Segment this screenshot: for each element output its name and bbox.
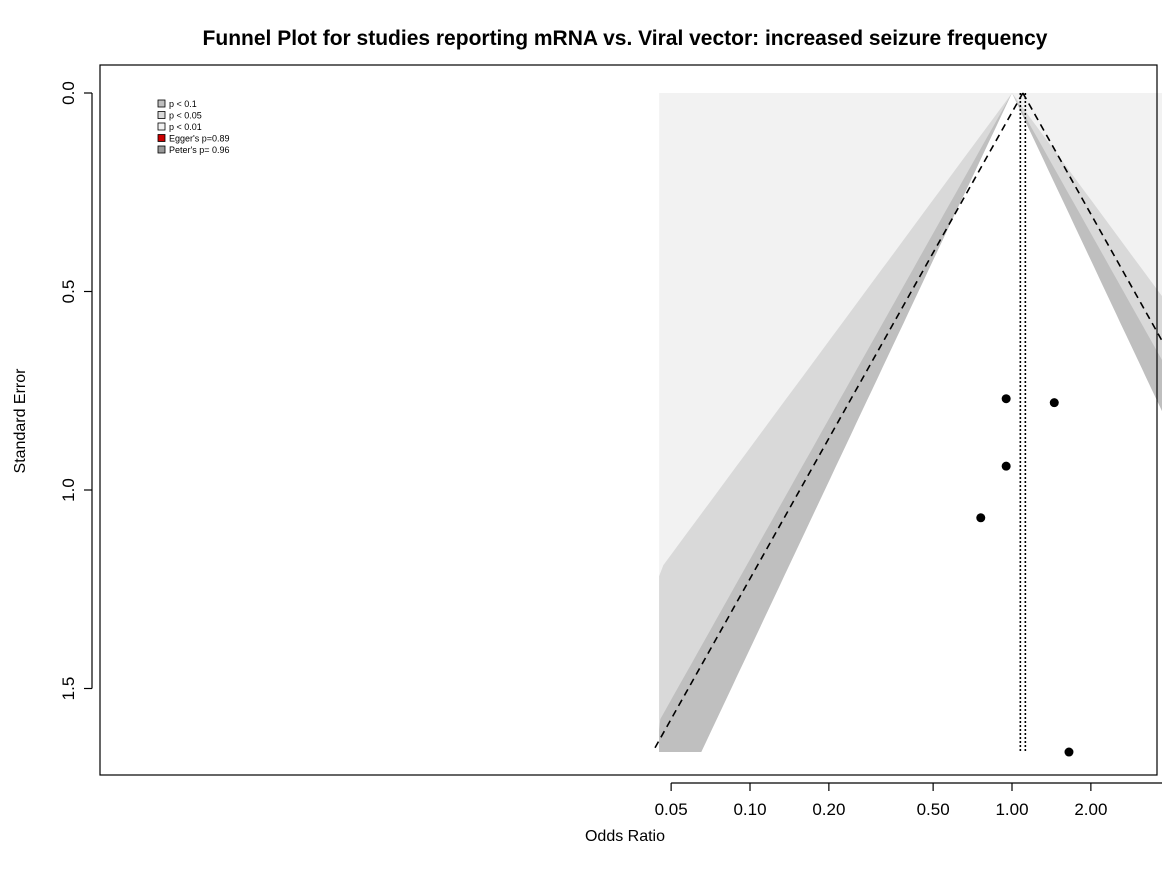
x-tick-label: 0.50 bbox=[917, 800, 950, 819]
legend-entry-label: p < 0.01 bbox=[169, 122, 202, 132]
nonsignificant-region bbox=[701, 93, 1162, 752]
legend-entry-label: Peter's p= 0.96 bbox=[169, 145, 230, 155]
x-tick-label: 0.10 bbox=[733, 800, 766, 819]
legend-swatch bbox=[157, 99, 166, 108]
chart-title: Funnel Plot for studies reporting mRNA v… bbox=[203, 27, 1048, 50]
study-point bbox=[1001, 394, 1011, 404]
study-point bbox=[1049, 398, 1059, 408]
study-point bbox=[1001, 461, 1011, 471]
legend-box bbox=[152, 96, 258, 170]
y-tick-label: 0.5 bbox=[59, 280, 78, 304]
y-tick-label: 0.0 bbox=[59, 81, 78, 105]
study-point bbox=[1064, 747, 1074, 757]
x-axis-label: Odds Ratio bbox=[585, 828, 665, 845]
x-tick-label: 0.05 bbox=[655, 800, 688, 819]
x-tick-label: 0.20 bbox=[812, 800, 845, 819]
y-axis: 0.0 0.5 1.0 1.5 bbox=[59, 81, 93, 701]
legend-swatch bbox=[157, 111, 166, 119]
legend-swatch bbox=[157, 145, 166, 154]
x-tick-label: 1.00 bbox=[995, 800, 1028, 819]
y-axis-label: Standard Error bbox=[12, 368, 29, 474]
x-tick-label: 2.00 bbox=[1074, 800, 1107, 819]
x-axis: 0.050.100.200.501.002.005.0010.0020.00 bbox=[655, 782, 1162, 819]
study-point bbox=[976, 513, 986, 523]
legend-swatch bbox=[157, 134, 166, 142]
funnel-left-dashed-line bbox=[651, 92, 1024, 753]
funnel-right-dashed-line bbox=[1022, 92, 1162, 343]
plot-area bbox=[651, 92, 1162, 757]
y-tick-label: 1.0 bbox=[59, 478, 78, 502]
y-tick-label: 1.5 bbox=[59, 677, 78, 701]
legend-swatch bbox=[157, 122, 166, 131]
legend: p < 0.1 p < 0.05p < 0.01 Egger's p=0.89Pet… bbox=[152, 96, 258, 170]
legend-entry-label: p < 0.1 bbox=[169, 99, 197, 109]
legend-entry-label: p < 0.05 bbox=[169, 111, 202, 121]
plot-frame bbox=[99, 64, 1158, 776]
legend-entry-label: Egger's p=0.89 bbox=[169, 134, 230, 144]
